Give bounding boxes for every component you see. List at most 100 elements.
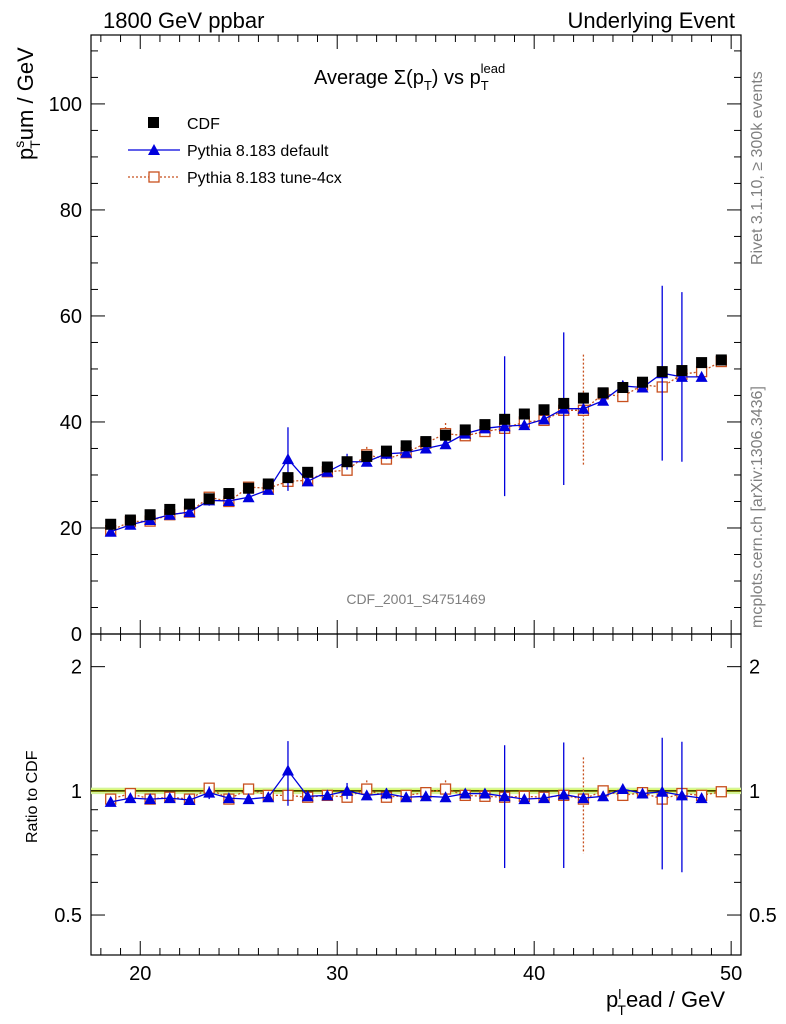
ratio-default-point — [557, 788, 570, 800]
y-tick-label: 60 — [60, 306, 82, 328]
default-point — [498, 420, 511, 432]
x-tick-label: 20 — [129, 963, 151, 985]
cdf-point — [361, 450, 373, 462]
cdf-point — [538, 404, 550, 416]
x-axis-label: pl Tead / GeV — [606, 986, 725, 1018]
cdf-point — [302, 466, 314, 478]
ratio-y-tick-label-right: 1 — [749, 781, 760, 803]
ratio-data — [104, 737, 727, 873]
default-point — [695, 370, 708, 382]
default-point — [104, 525, 117, 537]
ratio-y-tick-label-right: 2 — [749, 657, 760, 679]
ratio-default-point — [360, 789, 373, 801]
x-tick-label: 40 — [523, 963, 545, 985]
cdf-point — [676, 365, 688, 377]
main-panel: 0 20 40 60 80 100 Average Σ(pT) vs pTlead psT… — [11, 34, 742, 646]
cdf-point — [124, 514, 136, 526]
cdf-point — [558, 397, 570, 409]
cdf-point — [144, 509, 156, 521]
default-point — [183, 506, 196, 518]
ratio-y-tick-label: 1 — [71, 781, 82, 803]
ratio-default-point — [518, 793, 531, 805]
default-point — [597, 394, 610, 406]
default-point — [518, 419, 531, 431]
ratio-default-point — [400, 791, 413, 803]
cdf-point — [479, 419, 491, 431]
legend-tune-marker — [148, 171, 160, 183]
ratio-default-point — [341, 784, 354, 796]
default-point — [400, 446, 413, 458]
ratio-default-point — [439, 791, 452, 803]
cdf-point — [262, 478, 274, 490]
ratio-default-point — [695, 792, 708, 804]
ratio-default-point — [222, 792, 235, 804]
y-tick-label: 100 — [49, 94, 82, 116]
default-point — [419, 442, 432, 454]
ratio-default-point — [262, 791, 275, 803]
cdf-point — [203, 493, 215, 505]
cdf-point — [597, 387, 609, 399]
cdf-point — [164, 503, 176, 515]
mcplots-label: mcplots.cern.ch [arXiv:1306.3436] — [749, 386, 766, 628]
cdf-point — [183, 498, 195, 510]
ratio-tune-point — [242, 783, 255, 795]
x-tick-label: 30 — [326, 963, 348, 985]
cdf-point — [577, 392, 589, 404]
legend-default-label: Pythia 8.183 default — [187, 143, 329, 160]
ratio-default-point — [281, 764, 294, 776]
ratio-y-tick-label-right: 0.5 — [749, 905, 777, 927]
cdf-point — [321, 461, 333, 473]
cdf-point — [617, 382, 629, 394]
ratio-default-point — [597, 790, 610, 802]
cdf-point — [518, 408, 530, 420]
ratio-default-point — [321, 789, 334, 801]
cdf-point — [105, 518, 117, 530]
default-point — [301, 475, 314, 487]
y-tick-label: 20 — [60, 518, 82, 540]
legend-tune-label: Pythia 8.183 tune-4cx — [187, 170, 342, 187]
default-point — [439, 438, 452, 450]
ratio-y-tick-label: 2 — [71, 657, 82, 679]
default-point — [538, 413, 551, 425]
ratio-default-point — [104, 795, 117, 807]
x-tick-label: 50 — [720, 963, 742, 985]
ratio-default-point — [124, 792, 137, 804]
ratio-y-axis-label: Ratio to CDF — [24, 750, 41, 843]
cdf-point — [499, 413, 511, 425]
ratio-default-point — [301, 790, 314, 802]
cdf-point — [459, 424, 471, 436]
ratio-ytick-labels: 0.5 0.5 1 1 2 2 — [54, 657, 777, 927]
legend-cdf-label: CDF — [187, 116, 220, 133]
y-tick-label: 0 — [71, 624, 82, 646]
main-ticks — [91, 35, 741, 635]
cdf-point — [696, 357, 708, 369]
default-point — [281, 453, 294, 465]
cdf-point — [656, 366, 668, 378]
cdf-point — [420, 436, 432, 448]
cdf-point — [715, 354, 727, 366]
ratio-default-point — [616, 783, 629, 795]
ratio-default-point — [498, 790, 511, 802]
y-tick-label: 80 — [60, 200, 82, 222]
ratio-default-point — [380, 787, 393, 799]
cdf-point — [282, 472, 294, 484]
ratio-default-point — [459, 787, 472, 799]
cdf-point — [637, 376, 649, 388]
default-point — [577, 402, 590, 414]
default-point — [675, 370, 688, 382]
ratio-default-point — [163, 792, 176, 804]
ratio-default-point — [636, 787, 649, 799]
ratio-xtick-labels: 20 30 40 50 — [129, 963, 742, 985]
cdf-point — [223, 488, 235, 500]
legend-cdf-marker — [148, 117, 159, 128]
ratio-default-point — [183, 794, 196, 806]
main-ytick-labels: 0 20 40 60 80 100 — [49, 94, 82, 646]
analysis-watermark: CDF_2001_S4751469 — [346, 591, 486, 607]
y-axis-label: psTum / GeV — [11, 47, 43, 160]
cdf-point — [380, 445, 392, 457]
legend: CDF Pythia 8.183 default Pythia 8.183 tu… — [128, 116, 342, 187]
cdf-point — [341, 456, 353, 468]
ratio-default-point — [419, 790, 432, 802]
plot-title: Average Σ(pT) vs pTlead — [314, 61, 505, 93]
